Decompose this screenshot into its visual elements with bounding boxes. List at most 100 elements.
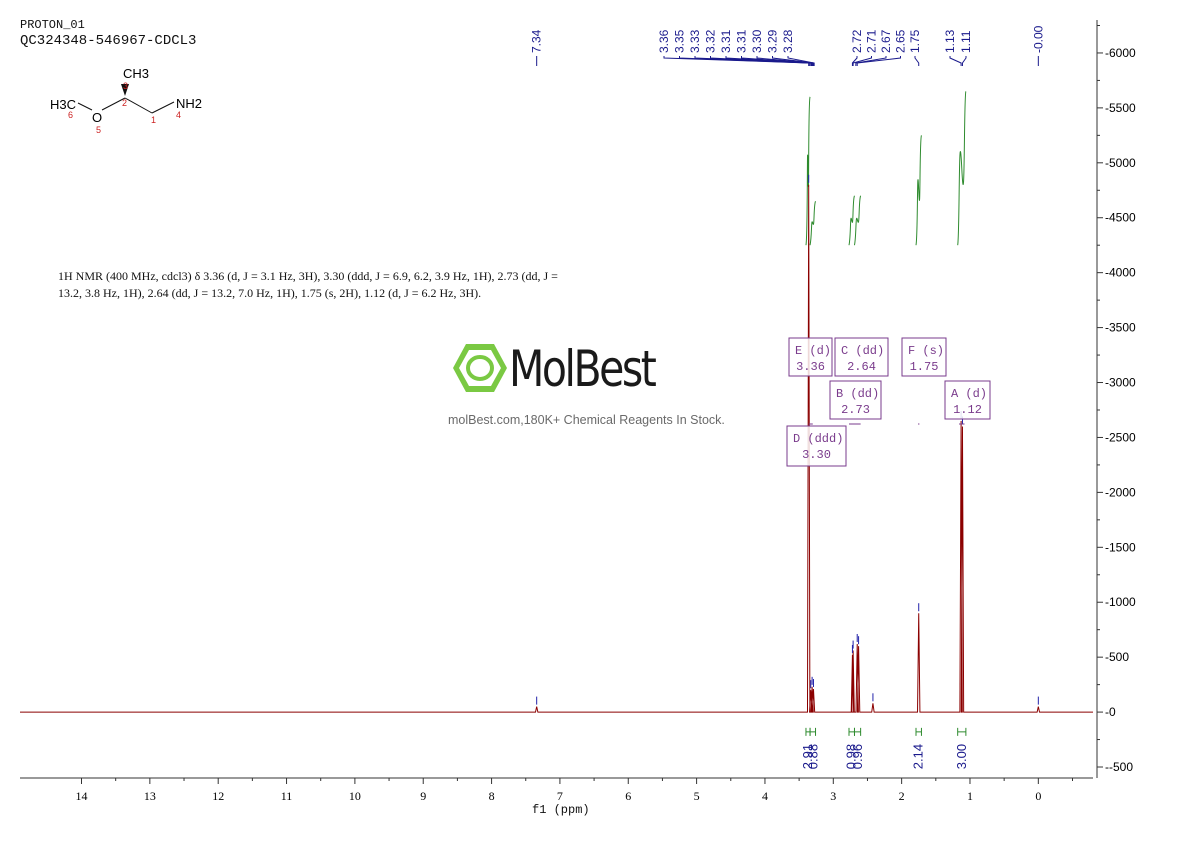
integral-value: 3.00 — [954, 744, 969, 769]
atom-number: 4 — [176, 110, 181, 120]
peak-label-connector — [961, 56, 967, 66]
axes: 14 13 12 11 10 9 8 7 6 5 4 3 2 1 0--500-0-500-1000-150… — [20, 20, 1136, 803]
peak-label: 3.31 — [719, 29, 733, 53]
peak-label: 1.75 — [908, 29, 922, 53]
peak-label: 3.31 — [735, 29, 749, 53]
y-tick-label: -4500 — [1105, 211, 1136, 225]
peak-label: 3.30 — [750, 29, 764, 53]
integral-value: 0.98 — [844, 744, 859, 769]
peak-labels: 7.34 3.36 3.35 3.33 3.32 3.31 3.31 3.30 3.29 3.28… — [530, 25, 1045, 66]
y-tick-label: -5000 — [1105, 156, 1136, 170]
integral-curve — [853, 195, 862, 246]
peak-label: 3.36 — [657, 29, 671, 53]
multiplet-type: B (dd) — [836, 387, 879, 401]
x-tick-label: 2 — [899, 789, 905, 803]
nh2-label: NH2 — [176, 96, 202, 111]
peak-label: 7.34 — [530, 29, 544, 53]
peak-label: 1.13 — [943, 29, 957, 53]
multiplet-box — [944, 380, 991, 420]
y-tick-label: -2500 — [1105, 430, 1136, 444]
multiplet-box — [786, 425, 847, 467]
y-tick-label: -3000 — [1105, 376, 1136, 390]
y-tick-label: -5500 — [1105, 101, 1136, 115]
molecule-structure: CH3 H3C O NH2 3 2 6 5 1 4 — [50, 66, 202, 135]
integral-values: 2.910.88 0.980.96 2.14 3.00 — [800, 744, 969, 769]
integral-value: 0.88 — [805, 744, 820, 769]
multiplet-type: E (d) — [795, 344, 831, 358]
multiplet-boxes: E (d) 3.36 C (dd) 2.64 F (s) 1.75 B (dd) 2.73 A … — [786, 337, 991, 467]
x-tick-label: 1 — [967, 789, 973, 803]
multiplet-type: C (dd) — [841, 344, 884, 358]
integral-curves — [805, 91, 967, 736]
integral-curve — [809, 201, 817, 246]
multiplet-shift: 2.73 — [841, 403, 870, 417]
integral-curve — [957, 91, 967, 246]
atom-number: 6 — [68, 110, 73, 120]
sample-id: QC324348-546967-CDCL3 — [20, 33, 197, 49]
molbest-logo-icon — [452, 342, 508, 399]
x-tick-label: 12 — [212, 789, 224, 803]
multiplet-shift: 3.30 — [802, 448, 831, 462]
integral-value: 2.91 — [800, 744, 815, 769]
multiplet-shift: 1.12 — [953, 403, 982, 417]
multiplet-shift: 2.64 — [847, 360, 876, 374]
y-tick-label: -2000 — [1105, 485, 1136, 499]
integral-curve — [805, 96, 811, 246]
multiplet-type: D (ddd) — [793, 432, 843, 446]
x-tick-label: 5 — [694, 789, 700, 803]
y-tick-label: --500 — [1105, 760, 1133, 774]
atom-number: 1 — [151, 115, 156, 125]
nmr-description-line: 1H NMR (400 MHz, cdcl3) δ 3.36 (d, J = 3… — [58, 269, 558, 283]
spectrum-trace — [20, 184, 1093, 713]
peak-label: 2.72 — [850, 29, 864, 53]
multiplet-box — [834, 337, 889, 377]
x-tick-label: 11 — [281, 789, 293, 803]
peak-label: 2.67 — [879, 29, 893, 53]
spectrum-line — [20, 174, 1093, 713]
peak-label-connector — [949, 56, 962, 66]
ch3-label: CH3 — [123, 66, 149, 81]
peak-label-connector — [772, 56, 814, 66]
y-tick-label: -6000 — [1105, 46, 1136, 60]
peak-label-connector — [852, 56, 872, 66]
multiplet-shift: 1.75 — [910, 360, 939, 374]
x-tick-label: 10 — [349, 789, 361, 803]
peak-label-connector — [914, 56, 920, 66]
x-tick-label: 8 — [489, 789, 495, 803]
watermark-tagline: molBest.com,180K+ Chemical Reagents In S… — [448, 413, 725, 427]
x-tick-label: 7 — [557, 789, 563, 803]
x-axis-label: f1 (ppm) — [532, 803, 590, 817]
peak-label: 3.33 — [688, 29, 702, 53]
multiplet-shift: 3.36 — [796, 360, 825, 374]
peak-label-connector — [855, 56, 887, 66]
peak-label: 3.35 — [673, 29, 687, 53]
h3c-label: H3C — [50, 97, 76, 112]
peak-label: 2.65 — [894, 29, 908, 53]
peak-label: -0.00 — [1031, 25, 1045, 53]
y-tick-label: -3500 — [1105, 321, 1136, 335]
peak-label: 1.11 — [959, 30, 973, 53]
multiplet-box — [829, 380, 882, 420]
x-tick-label: 6 — [625, 789, 631, 803]
x-tick-label: 3 — [830, 789, 836, 803]
atom-number: 5 — [96, 125, 101, 135]
y-tick-label: -500 — [1105, 650, 1129, 664]
y-tick-label: -1000 — [1105, 595, 1136, 609]
y-tick-label: -0 — [1105, 705, 1116, 719]
peak-label: 3.29 — [766, 29, 780, 53]
integral-value: 0.96 — [850, 744, 865, 769]
atom-number: 3 — [123, 81, 128, 91]
multiplet-box — [901, 337, 947, 377]
y-tick-label: -4000 — [1105, 266, 1136, 280]
integral-curve — [915, 135, 922, 246]
x-tick-label: 0 — [1035, 789, 1041, 803]
peak-label-connector — [787, 56, 815, 66]
nmr-description: 1H NMR (400 MHz, cdcl3) δ 3.36 (d, J = 3… — [58, 268, 618, 302]
peak-label-connector — [851, 56, 858, 66]
peak-label-connector — [741, 56, 813, 66]
x-tick-label: 14 — [76, 789, 88, 803]
peak-label-connector — [756, 56, 814, 66]
integral-curve — [848, 195, 855, 246]
multiplet-type: A (d) — [951, 387, 987, 401]
x-tick-label: 4 — [762, 789, 768, 803]
